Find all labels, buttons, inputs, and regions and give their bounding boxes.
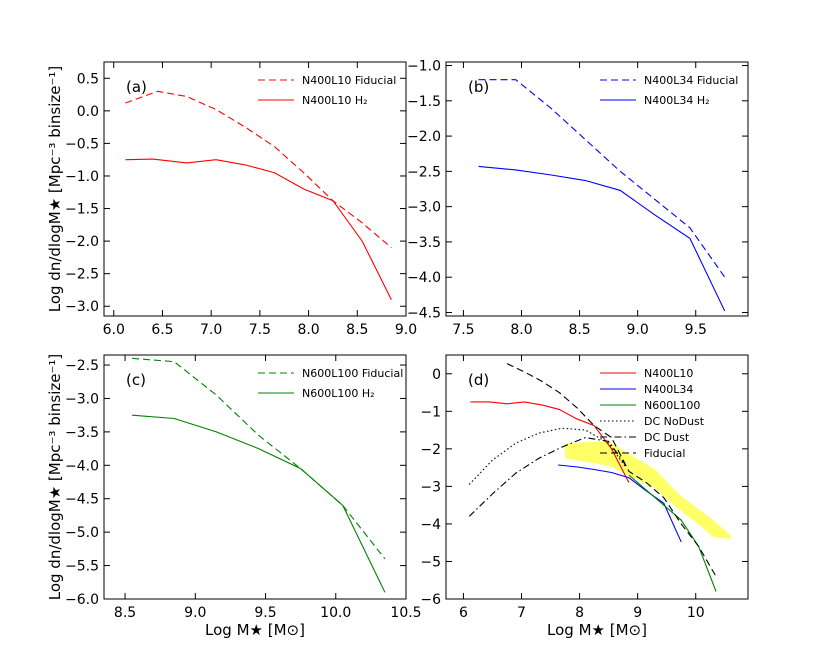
y-tick-label: −5.5 <box>65 559 99 575</box>
legend-label: N400L34 Fiducial <box>644 74 738 87</box>
y-tick-label: −4.5 <box>65 492 99 508</box>
panel-label: (c) <box>126 371 146 389</box>
legend-label: N600L100 Fiducial <box>302 367 403 380</box>
y-tick-label: −3.5 <box>407 235 441 251</box>
y-tick-label: −3.5 <box>65 425 99 441</box>
y-tick-label: 0 <box>432 367 441 383</box>
panel-label: (b) <box>468 78 489 96</box>
legend-label: Fiducial <box>644 447 685 460</box>
plot-frame <box>103 354 407 600</box>
panel-label: (d) <box>468 371 489 389</box>
x-tick-label: 7.0 <box>200 322 222 338</box>
y-tick-label: −4.0 <box>407 270 441 286</box>
x-tick-label: 7.5 <box>249 322 271 338</box>
y-tick-label: −3.0 <box>65 299 99 315</box>
legend-label: N400L10 H₂ <box>302 94 368 107</box>
y-tick-label: −2.0 <box>407 129 441 145</box>
y-tick-label: −2.5 <box>65 358 99 374</box>
x-tick-label: 8.5 <box>568 322 590 338</box>
plot-frame <box>445 61 749 317</box>
legend-label: N400L34 <box>644 383 693 396</box>
x-tick-label: 9.5 <box>685 322 707 338</box>
y-tick-label: −2.0 <box>65 234 99 250</box>
panel-c: 8.5 9.0 9.5 10.0 10.5 −6.0 −5.5 −5.0 −4.5 −4.0 −3.… <box>46 354 422 639</box>
y-tick-label: −6 <box>420 592 441 608</box>
y-tick-label: −0.5 <box>65 136 99 152</box>
series-line-b-0 <box>478 79 726 278</box>
y-tick-label: −2.5 <box>407 164 441 180</box>
x-tick-label: 9.0 <box>627 322 649 338</box>
y-tick-label: −1.5 <box>407 94 441 110</box>
x-tick-label: 10.0 <box>320 605 351 621</box>
series-line-a-1 <box>125 158 392 300</box>
x-tick-label: 8 <box>575 605 584 621</box>
y-tick-label: −4.5 <box>407 305 441 321</box>
y-tick-label: −1.0 <box>407 59 441 75</box>
y-axis-label: Log dn/dlogM★ [Mpc⁻³ binsize⁻¹] <box>46 66 64 313</box>
panel-d: 6 7 8 9 10 −6 −5 −4 −3 −2 −1 0 (d) N400L10 N400L34 N600… <box>420 354 749 639</box>
y-tick-label: −5 <box>420 554 441 570</box>
x-axis-label: Log M★ [M⊙] <box>205 621 305 639</box>
legend-label: N600L100 H₂ <box>302 387 375 400</box>
series-line-d-5 <box>506 363 717 577</box>
x-tick-label: 8.5 <box>114 605 136 621</box>
panel-b: 7.5 8.0 8.5 9.0 9.5 −4.5 −4.0 −3.5 −3.0 −2.5 −2.0 −… <box>407 59 749 338</box>
x-tick-label: 9.5 <box>254 605 276 621</box>
y-tick-label: −1.5 <box>65 202 99 218</box>
x-tick-label: 9.0 <box>184 605 206 621</box>
legend-label: N600L100 <box>644 399 700 412</box>
panel-label: (a) <box>126 78 147 96</box>
x-tick-label: 10 <box>687 605 705 621</box>
x-tick-label: 8.5 <box>346 322 368 338</box>
x-tick-label: 7.5 <box>452 322 474 338</box>
series-line-d-4 <box>468 437 627 517</box>
y-tick-label: −1 <box>420 404 441 420</box>
y-tick-label: −4 <box>420 517 441 533</box>
x-tick-label: 6.5 <box>151 322 173 338</box>
series-line-d-1 <box>558 464 682 543</box>
x-tick-label: 8.0 <box>510 322 532 338</box>
y-tick-label: 0.0 <box>77 104 99 120</box>
legend-label: DC NoDust <box>644 415 705 428</box>
legend-label: DC Dust <box>644 431 690 444</box>
y-tick-label: −2 <box>420 442 441 458</box>
series-line-a-0 <box>125 90 392 249</box>
y-tick-label: −3.0 <box>65 391 99 407</box>
x-axis-label: Log M★ [M⊙] <box>547 621 647 639</box>
y-tick-label: −3 <box>420 479 441 495</box>
x-tick-label: 8.0 <box>297 322 319 338</box>
x-tick-label: 7 <box>517 605 526 621</box>
y-tick-label: 0.5 <box>77 71 99 87</box>
x-tick-label: 6 <box>459 605 468 621</box>
y-tick-label: −3.0 <box>407 200 441 216</box>
y-axis-label: Log dn/dlogM★ [Mpc⁻³ binsize⁻¹] <box>46 354 64 601</box>
observed-band <box>565 441 731 539</box>
series-line-b-1 <box>478 165 726 312</box>
panel-a: 6.0 6.5 7.0 7.5 8.0 8.5 9.0 −3.0 −2.5 −2.0 −1.5 −1.… <box>46 61 417 338</box>
series-line-c-1 <box>132 414 386 593</box>
y-tick-label: −2.5 <box>65 267 99 283</box>
plot-frame <box>103 61 407 317</box>
x-tick-label: 10.5 <box>390 605 421 621</box>
y-tick-label: −5.0 <box>65 525 99 541</box>
x-tick-label: 6.0 <box>103 322 125 338</box>
legend-label: N400L10 Fiducial <box>302 74 396 87</box>
legend-label: N400L10 <box>644 367 693 380</box>
y-tick-label: −1.0 <box>65 169 99 185</box>
y-tick-label: −6.0 <box>65 592 99 608</box>
y-tick-label: −4.0 <box>65 458 99 474</box>
series-line-d-2 <box>628 474 717 592</box>
x-tick-label: 9 <box>633 605 642 621</box>
plot-frame <box>445 354 749 600</box>
legend-label: N400L34 H₂ <box>644 94 710 107</box>
series-line-c-0 <box>132 357 386 560</box>
x-tick-label: 9.0 <box>395 322 417 338</box>
